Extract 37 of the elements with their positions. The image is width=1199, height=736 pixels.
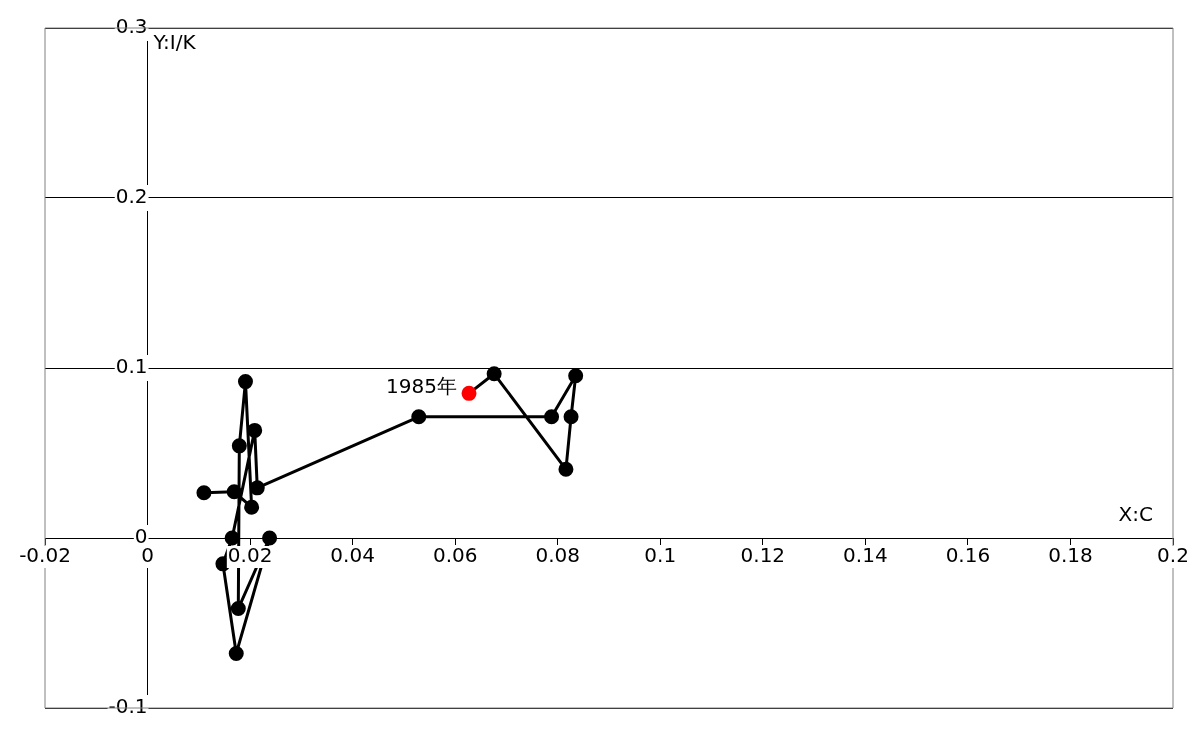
x-tick-label: 0.02 [227, 543, 273, 568]
point [563, 409, 579, 425]
point [231, 438, 247, 454]
x-tick-label: -0.02 [19, 543, 71, 568]
point [237, 374, 253, 390]
point [247, 422, 263, 438]
point [262, 530, 278, 546]
x-tick-label: 0.1 [644, 543, 677, 568]
point [249, 480, 265, 496]
y-tick-label: 0.2 [115, 184, 148, 209]
x-tick-label: 0.2 [1157, 543, 1189, 568]
point [224, 530, 240, 546]
x-tick-label: 0.12 [740, 543, 786, 568]
point [461, 385, 477, 401]
point [486, 366, 502, 382]
point [228, 645, 244, 661]
x-tick-label: 0.18 [1048, 543, 1093, 568]
x-tick-label: 0.04 [330, 543, 375, 568]
point [411, 409, 427, 425]
x-axis-title: X:C [1118, 502, 1153, 527]
y-tick-label: 0.1 [115, 354, 148, 379]
x-tick-label: 0.08 [535, 543, 580, 568]
x-tick-label: 0.14 [843, 543, 888, 568]
annotation: 1985年 [386, 373, 458, 398]
y-tick-label: 0 [134, 524, 148, 549]
point [568, 368, 584, 384]
point [558, 461, 574, 477]
y-tick-label: 0.3 [115, 14, 148, 39]
x-tick-label: 0.06 [432, 543, 478, 568]
x-tick-label: 0.16 [945, 543, 991, 568]
y-tick-label: -0.1 [108, 694, 148, 719]
point [230, 601, 246, 617]
point [196, 485, 212, 501]
point [226, 484, 242, 500]
y-axis-title: Y:I/K [152, 30, 197, 55]
point [544, 409, 560, 425]
point [244, 499, 260, 515]
